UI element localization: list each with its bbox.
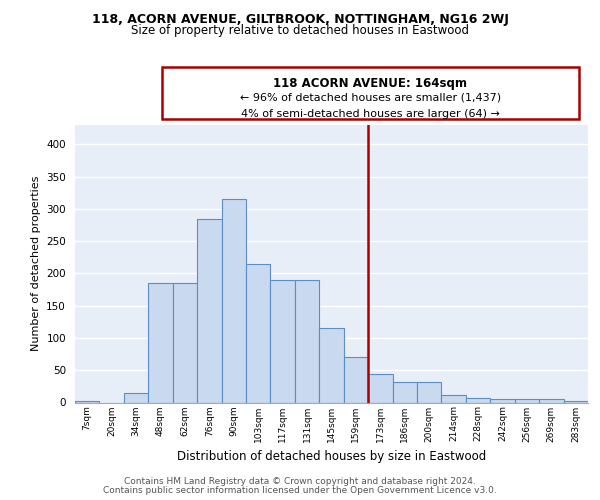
Bar	[466, 398, 490, 402]
Text: 118, ACORN AVENUE, GILTBROOK, NOTTINGHAM, NG16 2WJ: 118, ACORN AVENUE, GILTBROOK, NOTTINGHAM…	[92, 12, 508, 26]
Bar	[515, 400, 539, 402]
Bar	[344, 358, 368, 403]
Bar	[221, 199, 246, 402]
Bar	[246, 264, 271, 402]
Bar	[563, 400, 588, 402]
Bar	[271, 280, 295, 402]
Bar	[490, 400, 515, 402]
Text: 118 ACORN AVENUE: 164sqm: 118 ACORN AVENUE: 164sqm	[274, 78, 467, 90]
Bar	[319, 328, 344, 402]
X-axis label: Distribution of detached houses by size in Eastwood: Distribution of detached houses by size …	[177, 450, 486, 463]
Bar	[295, 280, 319, 402]
Bar	[148, 283, 173, 403]
Text: 4% of semi-detached houses are larger (64) →: 4% of semi-detached houses are larger (6…	[241, 108, 500, 118]
Bar	[368, 374, 392, 402]
Text: ← 96% of detached houses are smaller (1,437): ← 96% of detached houses are smaller (1,…	[240, 93, 501, 103]
Y-axis label: Number of detached properties: Number of detached properties	[31, 176, 41, 352]
Bar	[75, 400, 100, 402]
Bar	[197, 218, 221, 402]
Bar	[173, 283, 197, 403]
Bar	[417, 382, 442, 402]
Text: Contains public sector information licensed under the Open Government Licence v3: Contains public sector information licen…	[103, 486, 497, 495]
Bar	[392, 382, 417, 402]
Bar	[124, 393, 148, 402]
Bar	[539, 400, 563, 402]
Bar	[442, 396, 466, 402]
Text: Size of property relative to detached houses in Eastwood: Size of property relative to detached ho…	[131, 24, 469, 37]
Text: Contains HM Land Registry data © Crown copyright and database right 2024.: Contains HM Land Registry data © Crown c…	[124, 477, 476, 486]
